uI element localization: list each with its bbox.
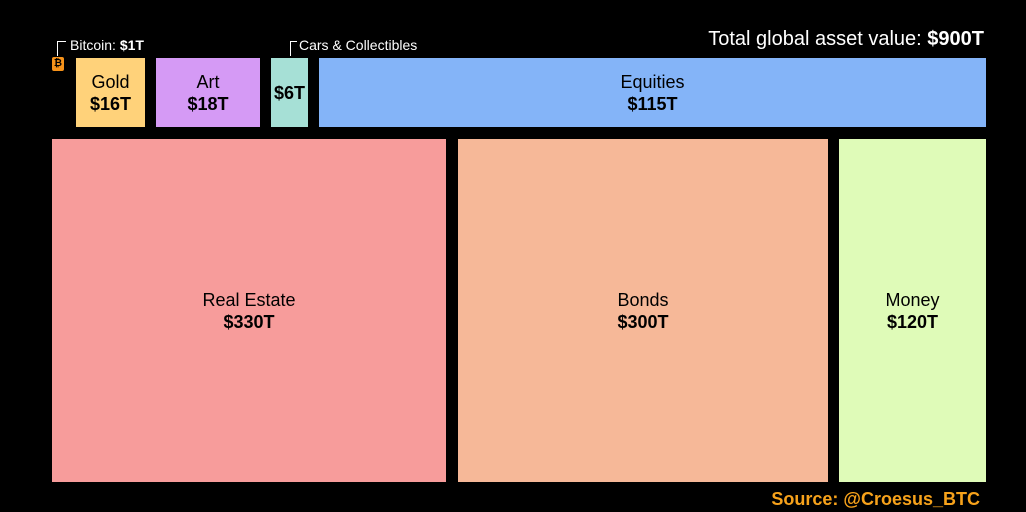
tile-art-value: $18T — [187, 93, 229, 114]
tile-money-label: Money — [885, 289, 940, 310]
tile-gold-value: $16T — [89, 93, 132, 114]
source-credit: Source: @Croesus_BTC — [771, 489, 980, 509]
tile-money-value: $120T — [886, 311, 939, 332]
cars-label: Cars & Collectibles — [299, 37, 418, 53]
tile-bonds-label: Bonds — [617, 289, 669, 310]
tile-bonds: Bonds $300T — [458, 139, 828, 482]
tile-equities-value: $115T — [627, 93, 678, 114]
tile-equities: Equities $115T — [319, 58, 986, 127]
tile-cars-collectibles: $6T — [271, 58, 308, 127]
bitcoin-bracket — [57, 41, 66, 56]
tile-art: Art $18T — [156, 58, 260, 127]
cars-bracket — [290, 41, 297, 56]
tile-bonds-value: $300T — [617, 311, 669, 332]
tile-equities-label: Equities — [620, 71, 685, 92]
tile-gold-label: Gold — [91, 71, 130, 92]
tile-real-estate-label: Real Estate — [202, 289, 296, 310]
total-label: Total global asset value: — [708, 28, 922, 50]
tile-real-estate: Real Estate $330T — [52, 139, 446, 482]
tile-gold: Gold $16T — [76, 58, 145, 127]
bitcoin-icon: ₿ — [52, 57, 64, 71]
bitcoin-value: $1T — [119, 37, 144, 53]
bitcoin-label-text: Bitcoin: — [70, 37, 116, 53]
total-value: $900T — [927, 28, 984, 50]
title-strip — [0, 0, 1026, 8]
tile-cars-value: $6T — [273, 82, 306, 103]
total-asset-value: Total global asset value: $900T — [708, 28, 984, 51]
bitcoin-label: Bitcoin: $1T — [70, 37, 144, 53]
tile-real-estate-value: $330T — [223, 311, 275, 332]
tile-money: Money $120T — [839, 139, 986, 482]
tile-art-label: Art — [196, 71, 220, 92]
